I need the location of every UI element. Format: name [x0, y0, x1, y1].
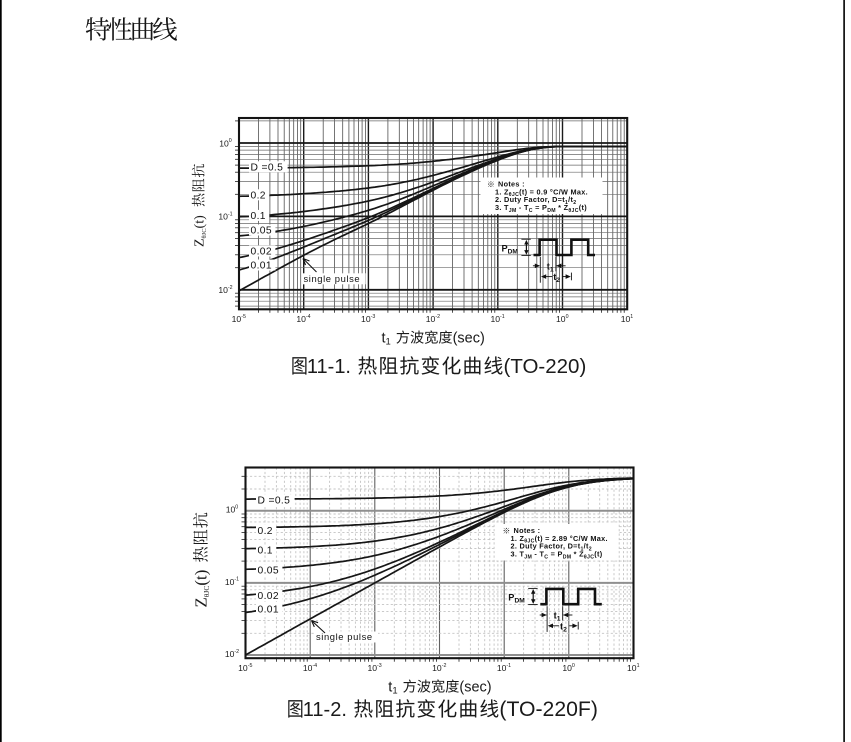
svg-text:t1: t1: [554, 611, 561, 623]
svg-text:(TO-220F): (TO-220F): [499, 698, 598, 721]
svg-text:1. ZθJC(t) = 0.9 °C/W Max.: 1. ZθJC(t) = 0.9 °C/W Max.: [495, 187, 588, 198]
svg-text:0.1: 0.1: [251, 211, 266, 222]
svg-text:10-1: 10-1: [225, 577, 239, 587]
svg-text:0.05: 0.05: [258, 566, 279, 577]
svg-text:10-2: 10-2: [426, 314, 440, 324]
svg-text:t2: t2: [560, 621, 567, 633]
svg-text:t1: t1: [388, 680, 397, 697]
svg-text:100: 100: [219, 138, 232, 148]
svg-text:10-2: 10-2: [218, 285, 232, 295]
svg-text:11-1.: 11-1.: [307, 356, 351, 378]
svg-text:ZθJC(t): ZθJC(t): [192, 570, 212, 608]
svg-text:101: 101: [621, 314, 634, 324]
svg-text:t2: t2: [553, 272, 560, 284]
svg-text:10-5: 10-5: [238, 663, 252, 673]
svg-text:10-1: 10-1: [490, 314, 504, 324]
svg-text:ZθJC(t): ZθJC(t): [193, 215, 209, 247]
svg-text:(TO-220): (TO-220): [504, 355, 587, 378]
svg-text:D =0.5: D =0.5: [258, 495, 291, 506]
svg-text:3. TJM - TC = PDM * ZθJC(t): 3. TJM - TC = PDM * ZθJC(t): [511, 549, 603, 560]
svg-text:11-2.: 11-2.: [303, 699, 347, 721]
svg-text:0.2: 0.2: [251, 190, 266, 201]
svg-text:100: 100: [562, 663, 575, 673]
svg-text:0.02: 0.02: [251, 247, 272, 258]
svg-text:3. TJM - TC = PDM * ZθJC(t): 3. TJM - TC = PDM * ZθJC(t): [495, 203, 587, 214]
svg-text:10-4: 10-4: [303, 663, 317, 673]
svg-text:2. Duty Factor, D=t1/t2: 2. Duty Factor, D=t1/t2: [511, 541, 592, 552]
svg-text:0.2: 0.2: [258, 526, 273, 537]
svg-text:1. ZθJC(t) = 2.89 °C/W Max.: 1. ZθJC(t) = 2.89 °C/W Max.: [511, 534, 608, 545]
svg-text:single pulse: single pulse: [304, 273, 361, 284]
svg-text:10-4: 10-4: [296, 314, 310, 324]
svg-text:10-1: 10-1: [497, 663, 511, 673]
svg-text:(sec): (sec): [459, 680, 491, 696]
svg-text:(sec): (sec): [453, 331, 485, 347]
svg-text:0.05: 0.05: [251, 226, 272, 237]
svg-text:100: 100: [226, 505, 239, 515]
svg-text:10-1: 10-1: [218, 212, 232, 222]
svg-text:single pulse: single pulse: [316, 631, 373, 642]
svg-text:0.01: 0.01: [258, 605, 279, 616]
svg-text:0.02: 0.02: [258, 591, 279, 602]
svg-text:101: 101: [627, 663, 640, 673]
svg-text:10-2: 10-2: [432, 663, 446, 673]
svg-text:t1: t1: [382, 331, 391, 348]
svg-text:10-3: 10-3: [367, 663, 381, 673]
svg-text:D =0.5: D =0.5: [251, 162, 284, 173]
svg-text:t1: t1: [547, 261, 554, 273]
svg-text:10-5: 10-5: [232, 314, 246, 324]
svg-text:Notes :: Notes :: [498, 180, 525, 189]
svg-text:Notes :: Notes :: [514, 526, 541, 535]
svg-text:10-2: 10-2: [225, 649, 239, 659]
svg-text:10-3: 10-3: [361, 314, 375, 324]
svg-text:0.01: 0.01: [251, 261, 272, 272]
svg-text:0.1: 0.1: [258, 546, 273, 557]
svg-text:100: 100: [556, 314, 569, 324]
svg-text:2. Duty Factor, D=t1/t2: 2. Duty Factor, D=t1/t2: [495, 195, 576, 206]
